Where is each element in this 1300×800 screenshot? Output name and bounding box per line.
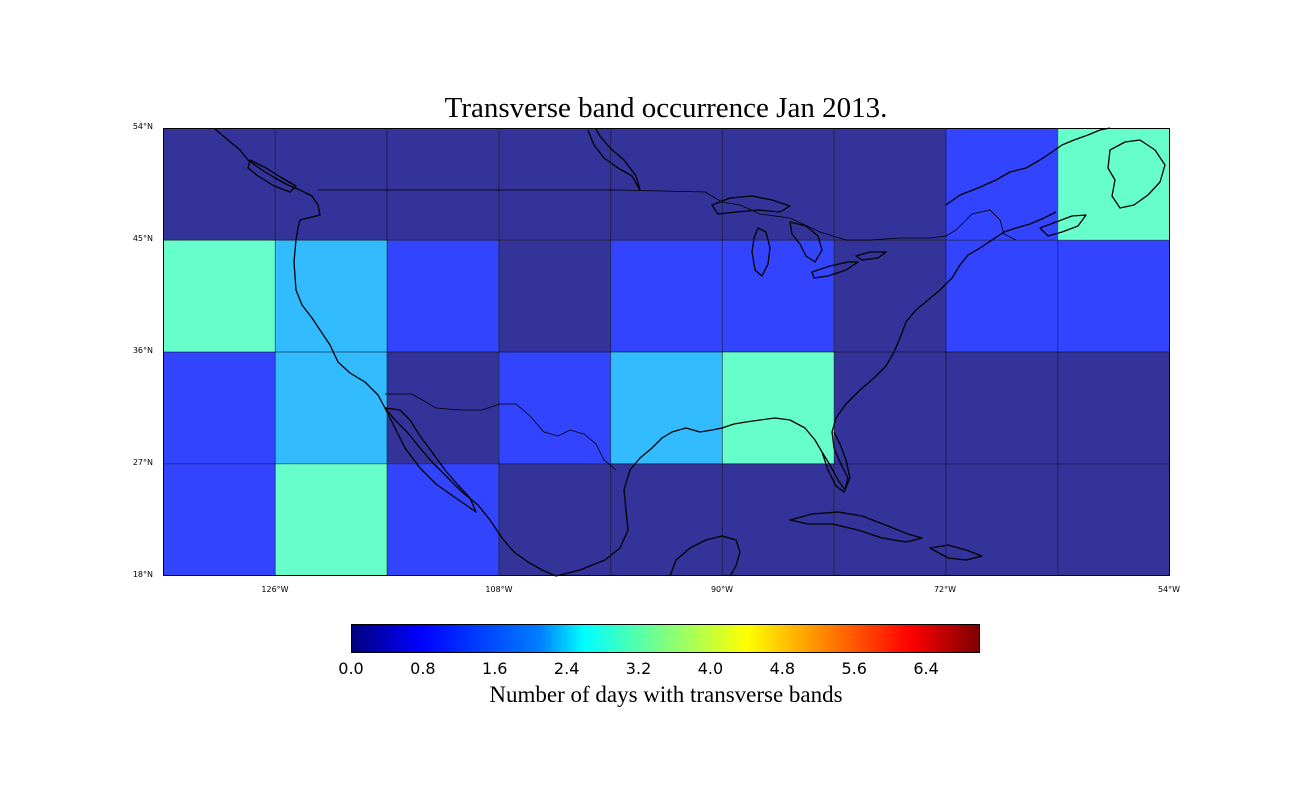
grid-cell xyxy=(610,352,723,464)
map-border xyxy=(163,128,1170,576)
grid-cell xyxy=(163,240,276,352)
colorbar-tick-label: 4.8 xyxy=(769,659,796,678)
lon-label-108w: 108°W xyxy=(485,585,513,594)
lat-label-45n: 45°N xyxy=(132,234,153,243)
grid-cell xyxy=(1057,463,1170,576)
lake-michigan xyxy=(751,227,771,277)
lake-erie xyxy=(811,261,859,279)
grid-cell xyxy=(722,128,835,241)
pacific-coastline xyxy=(214,128,557,577)
grid-cell xyxy=(163,128,276,241)
grid-cell xyxy=(275,240,388,352)
grid-cell xyxy=(610,128,723,241)
florida xyxy=(821,431,851,493)
colorbar-tick-label: 3.2 xyxy=(625,659,652,678)
us-mexico-border xyxy=(385,393,617,471)
grid-cell xyxy=(610,463,723,576)
grid-cell xyxy=(945,463,1058,576)
grid-cell xyxy=(387,240,499,352)
grid-cell xyxy=(498,352,611,464)
canada-east-coastline xyxy=(945,127,1111,206)
lake-huron xyxy=(789,221,823,263)
grid-cell xyxy=(945,240,1058,352)
grid-cell xyxy=(163,352,276,464)
grid-cell xyxy=(1057,352,1170,464)
lat-label-27n: 27°N xyxy=(132,458,153,467)
grid-cell xyxy=(834,352,946,464)
lake-ontario xyxy=(855,251,887,261)
baja-peninsula xyxy=(384,407,477,513)
coastlines xyxy=(214,127,1166,577)
lon-label-72w: 72°W xyxy=(933,585,957,594)
hudson-bay-shore xyxy=(587,128,641,191)
grid-cell xyxy=(834,463,946,576)
lat-label-54n: 54°N xyxy=(132,122,153,131)
colorbar-tick-label: 6.4 xyxy=(913,659,939,678)
lon-label-54w: 54°W xyxy=(1157,585,1181,594)
colorbar-tick-label: 5.6 xyxy=(841,659,867,678)
yucatan-coastline xyxy=(669,535,741,577)
grid-cell xyxy=(1057,240,1170,352)
colorbar-tick-label: 4.0 xyxy=(697,659,724,678)
colorbar-tick-label: 0.8 xyxy=(410,659,436,678)
map-title: Transverse band occurrence Jan 2013. xyxy=(444,92,888,124)
grid-cell xyxy=(498,128,611,241)
lon-label-90w: 90°W xyxy=(710,585,734,594)
gridlines xyxy=(163,128,1170,576)
grid-cell xyxy=(834,128,946,241)
lon-label-126w: 126°W xyxy=(261,585,289,594)
colorbar xyxy=(351,624,980,653)
grid-cell xyxy=(387,463,499,576)
grid-cell xyxy=(498,240,611,352)
grid-cell xyxy=(275,352,388,464)
vancouver-island xyxy=(247,159,297,193)
grid-cell xyxy=(498,463,611,576)
grid-cell xyxy=(722,352,835,464)
lat-label-18n: 18°N xyxy=(132,570,153,579)
grid-cell xyxy=(610,240,723,352)
colorbar-tick-label: 0.0 xyxy=(338,659,364,678)
colorbar-tick-label: 1.6 xyxy=(482,659,508,678)
cuba xyxy=(789,511,923,543)
grid-cell xyxy=(275,463,388,576)
colorbar-label: Number of days with transverse bands xyxy=(489,682,843,707)
grid-cell xyxy=(722,240,835,352)
grid-cell xyxy=(834,240,946,352)
grid-cell xyxy=(387,352,499,464)
lat-label-36n: 36°N xyxy=(132,346,153,355)
newfoundland xyxy=(1107,139,1166,209)
colorbar-tick-label: 2.4 xyxy=(553,659,580,678)
hispaniola xyxy=(929,544,983,561)
lake-superior xyxy=(711,195,791,215)
grid-cell xyxy=(722,463,835,576)
grid-cell xyxy=(387,128,499,241)
grid-cells xyxy=(163,128,1170,576)
grid-cell xyxy=(163,463,276,576)
grid-cell xyxy=(945,352,1058,464)
nova-scotia xyxy=(1039,214,1087,237)
gulf-of-mexico-coastline xyxy=(555,211,1057,577)
